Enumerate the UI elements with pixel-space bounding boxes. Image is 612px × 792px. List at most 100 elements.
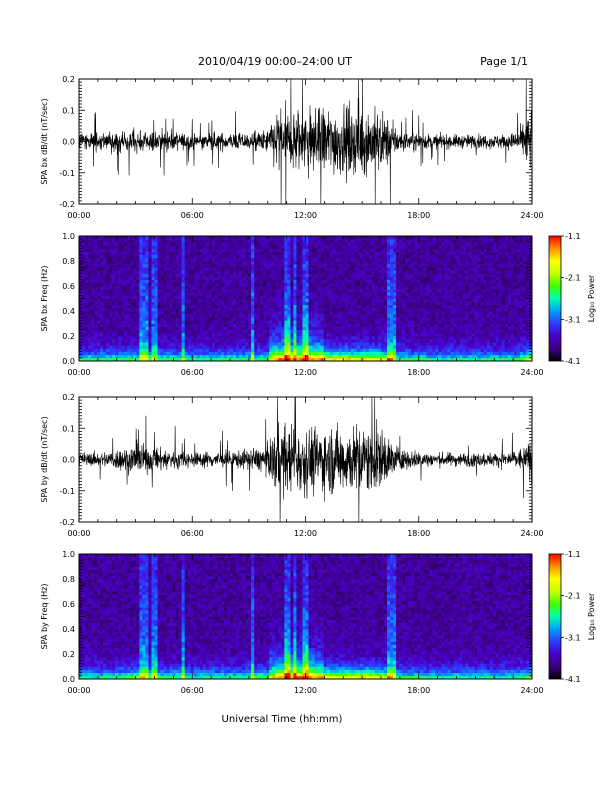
spectrogram-cell	[106, 351, 110, 356]
spectrogram-cell	[160, 270, 164, 274]
spectrogram-cell	[399, 342, 403, 346]
spectrogram-cell	[154, 336, 158, 340]
spectrogram-cell	[124, 301, 128, 306]
spectrogram-cell	[245, 245, 249, 249]
spectrogram-cell	[163, 339, 167, 343]
spectrogram-cell	[368, 295, 373, 299]
spectrogram-cell	[205, 270, 210, 274]
spectrogram-cell	[420, 261, 424, 265]
spectrogram-cell	[233, 298, 237, 302]
spectrogram-cell	[411, 348, 415, 352]
spectrogram-cell	[420, 289, 424, 293]
spectrogram-cell	[435, 254, 439, 259]
spectrogram-cell	[296, 339, 300, 343]
spectrogram-cell	[142, 273, 146, 277]
spectrogram-cell	[377, 326, 382, 331]
spectrogram-cell	[374, 286, 379, 290]
spectrogram-cell	[172, 329, 176, 334]
spectrogram-cell	[278, 339, 282, 343]
spectrogram-cell	[441, 289, 445, 293]
spectrogram-cell	[332, 323, 336, 327]
spectrogram-cell	[196, 351, 201, 356]
spectrogram-cell	[332, 320, 336, 324]
spectrogram-cell	[414, 276, 418, 281]
spectrogram-cell	[214, 311, 219, 315]
spectrogram-cell	[163, 245, 167, 249]
spectrogram-cell	[390, 329, 394, 334]
spectrogram-cell	[381, 242, 385, 246]
spectrogram-cell	[118, 317, 122, 321]
spectrogram-cell	[211, 239, 216, 243]
spectrogram-cell	[377, 248, 382, 252]
spectrogram-cell	[118, 289, 122, 293]
spectrogram-cell	[350, 245, 355, 249]
spectrogram-cell	[233, 342, 237, 346]
spectrogram-cell	[368, 351, 373, 356]
spectrogram-cell	[166, 261, 170, 265]
spectrogram-cell	[136, 245, 140, 249]
spectrogram-cell	[112, 286, 116, 290]
spectrogram-cell	[112, 298, 116, 302]
spectrogram-cell	[112, 354, 116, 359]
spectrogram-cell	[142, 348, 146, 352]
spectrogram-cell	[323, 239, 327, 243]
spectrogram-cell	[226, 292, 231, 296]
spectrogram-cell	[275, 267, 279, 271]
spectrogram-cell	[374, 236, 379, 240]
spectrogram-cell	[127, 239, 131, 243]
spectrogram-cell	[405, 242, 409, 246]
spectrogram-cell	[94, 326, 98, 331]
spectrogram-cell	[290, 336, 294, 340]
spectrogram-cell	[399, 276, 403, 281]
spectrogram-cell	[371, 339, 376, 343]
spectrogram-cell	[175, 336, 179, 340]
spectrogram-cell	[184, 254, 189, 259]
spectrogram-cell	[441, 317, 445, 321]
spectrogram-cell	[172, 317, 176, 321]
spectrogram-cell	[142, 257, 146, 262]
spectrogram-cell	[290, 270, 294, 274]
spectrogram-cell	[356, 295, 361, 299]
spectrogram-cell	[359, 339, 364, 343]
spectrogram-cell	[226, 254, 231, 259]
spectrogram-cell	[399, 298, 403, 302]
spectrogram-cell	[414, 298, 418, 302]
spectrogram-cell	[145, 257, 149, 262]
spectrogram-cell	[88, 326, 92, 331]
spectrogram-cell	[308, 264, 312, 268]
spectrogram-cell	[199, 236, 204, 240]
spectrogram-cell	[223, 276, 228, 281]
spectrogram-cell	[196, 339, 201, 343]
spectrogram-cell	[377, 239, 382, 243]
spectrogram-cell	[112, 267, 116, 271]
spectrogram-cell	[414, 264, 418, 268]
spectrogram-cell	[296, 251, 300, 256]
spectrogram-cell	[275, 286, 279, 290]
spectrogram-cell	[214, 282, 219, 287]
spectrogram-cell	[405, 329, 409, 334]
spectrogram-cell	[326, 314, 330, 318]
spectrogram-cell	[396, 354, 400, 359]
spectrogram-cell	[91, 273, 95, 277]
spectrogram-cell	[359, 264, 364, 268]
spectrogram-cell	[426, 236, 430, 240]
spectrogram-cell	[148, 267, 152, 271]
spectrogram-cell	[175, 264, 179, 268]
spectrogram-cell	[100, 332, 104, 337]
spectrogram-cell	[435, 339, 439, 343]
spectrogram-cell	[272, 354, 276, 359]
spectrogram-cell	[435, 289, 439, 293]
spectrogram-cell	[296, 270, 300, 274]
spectrogram-cell	[426, 270, 430, 274]
spectrogram-cell	[178, 314, 182, 318]
spectrogram-cell	[384, 345, 388, 349]
spectrogram-cell	[193, 245, 198, 249]
spectrogram-cell	[275, 332, 279, 337]
spectrogram-cell	[411, 304, 415, 309]
spectrogram-cell	[329, 248, 333, 252]
spectrogram-cell	[377, 323, 382, 327]
spectrogram-cell	[420, 248, 424, 252]
spectrogram-cell	[85, 326, 89, 331]
spectrogram-cell	[393, 304, 397, 309]
spectrogram-cell	[296, 289, 300, 293]
